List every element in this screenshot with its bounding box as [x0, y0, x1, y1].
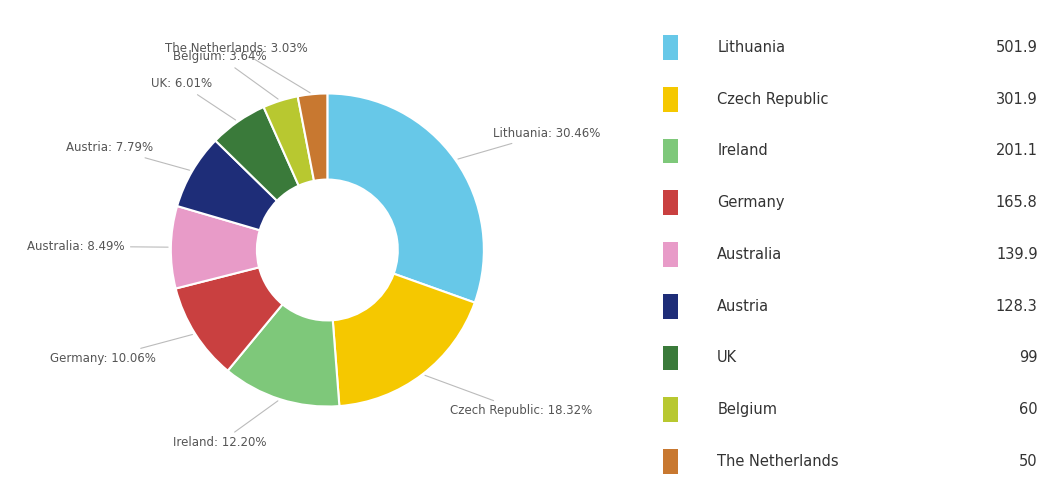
Text: Austria: Austria: [717, 298, 770, 314]
FancyBboxPatch shape: [662, 190, 678, 215]
Text: UK: 6.01%: UK: 6.01%: [151, 78, 235, 120]
Wedge shape: [171, 206, 260, 288]
Text: Czech Republic: Czech Republic: [717, 92, 829, 106]
Text: Belgium: 3.64%: Belgium: 3.64%: [173, 50, 278, 99]
Wedge shape: [175, 268, 283, 370]
Text: 128.3: 128.3: [996, 298, 1038, 314]
Text: 60: 60: [1019, 402, 1038, 417]
Wedge shape: [264, 96, 314, 186]
Wedge shape: [333, 274, 475, 406]
Text: Australia: 8.49%: Australia: 8.49%: [27, 240, 168, 253]
FancyBboxPatch shape: [662, 294, 678, 318]
FancyBboxPatch shape: [662, 35, 678, 60]
Text: 165.8: 165.8: [996, 195, 1038, 210]
Text: Australia: Australia: [717, 247, 782, 262]
Wedge shape: [298, 94, 327, 181]
Text: Ireland: Ireland: [717, 144, 768, 158]
Text: Lithuania: Lithuania: [717, 40, 786, 55]
Text: UK: UK: [717, 350, 737, 366]
Text: 501.9: 501.9: [996, 40, 1038, 55]
Text: The Netherlands: 3.03%: The Netherlands: 3.03%: [166, 42, 310, 93]
Wedge shape: [215, 107, 299, 201]
FancyBboxPatch shape: [662, 398, 678, 422]
FancyBboxPatch shape: [662, 346, 678, 370]
FancyBboxPatch shape: [662, 87, 678, 112]
Text: Lithuania: 30.46%: Lithuania: 30.46%: [458, 127, 600, 159]
Text: 50: 50: [1019, 454, 1038, 469]
Text: Ireland: 12.20%: Ireland: 12.20%: [173, 401, 278, 450]
Wedge shape: [327, 94, 484, 302]
FancyBboxPatch shape: [662, 449, 678, 474]
Text: The Netherlands: The Netherlands: [717, 454, 838, 469]
Text: Austria: 7.79%: Austria: 7.79%: [65, 142, 190, 170]
Wedge shape: [177, 140, 277, 230]
FancyBboxPatch shape: [662, 242, 678, 267]
Text: Germany: 10.06%: Germany: 10.06%: [51, 334, 192, 365]
Text: 301.9: 301.9: [996, 92, 1038, 106]
Text: Czech Republic: 18.32%: Czech Republic: 18.32%: [425, 376, 592, 418]
Text: Belgium: Belgium: [717, 402, 777, 417]
Wedge shape: [228, 304, 339, 406]
Text: Germany: Germany: [717, 195, 785, 210]
Text: 139.9: 139.9: [996, 247, 1038, 262]
FancyBboxPatch shape: [662, 138, 678, 164]
Text: 99: 99: [1019, 350, 1038, 366]
Text: 201.1: 201.1: [996, 144, 1038, 158]
